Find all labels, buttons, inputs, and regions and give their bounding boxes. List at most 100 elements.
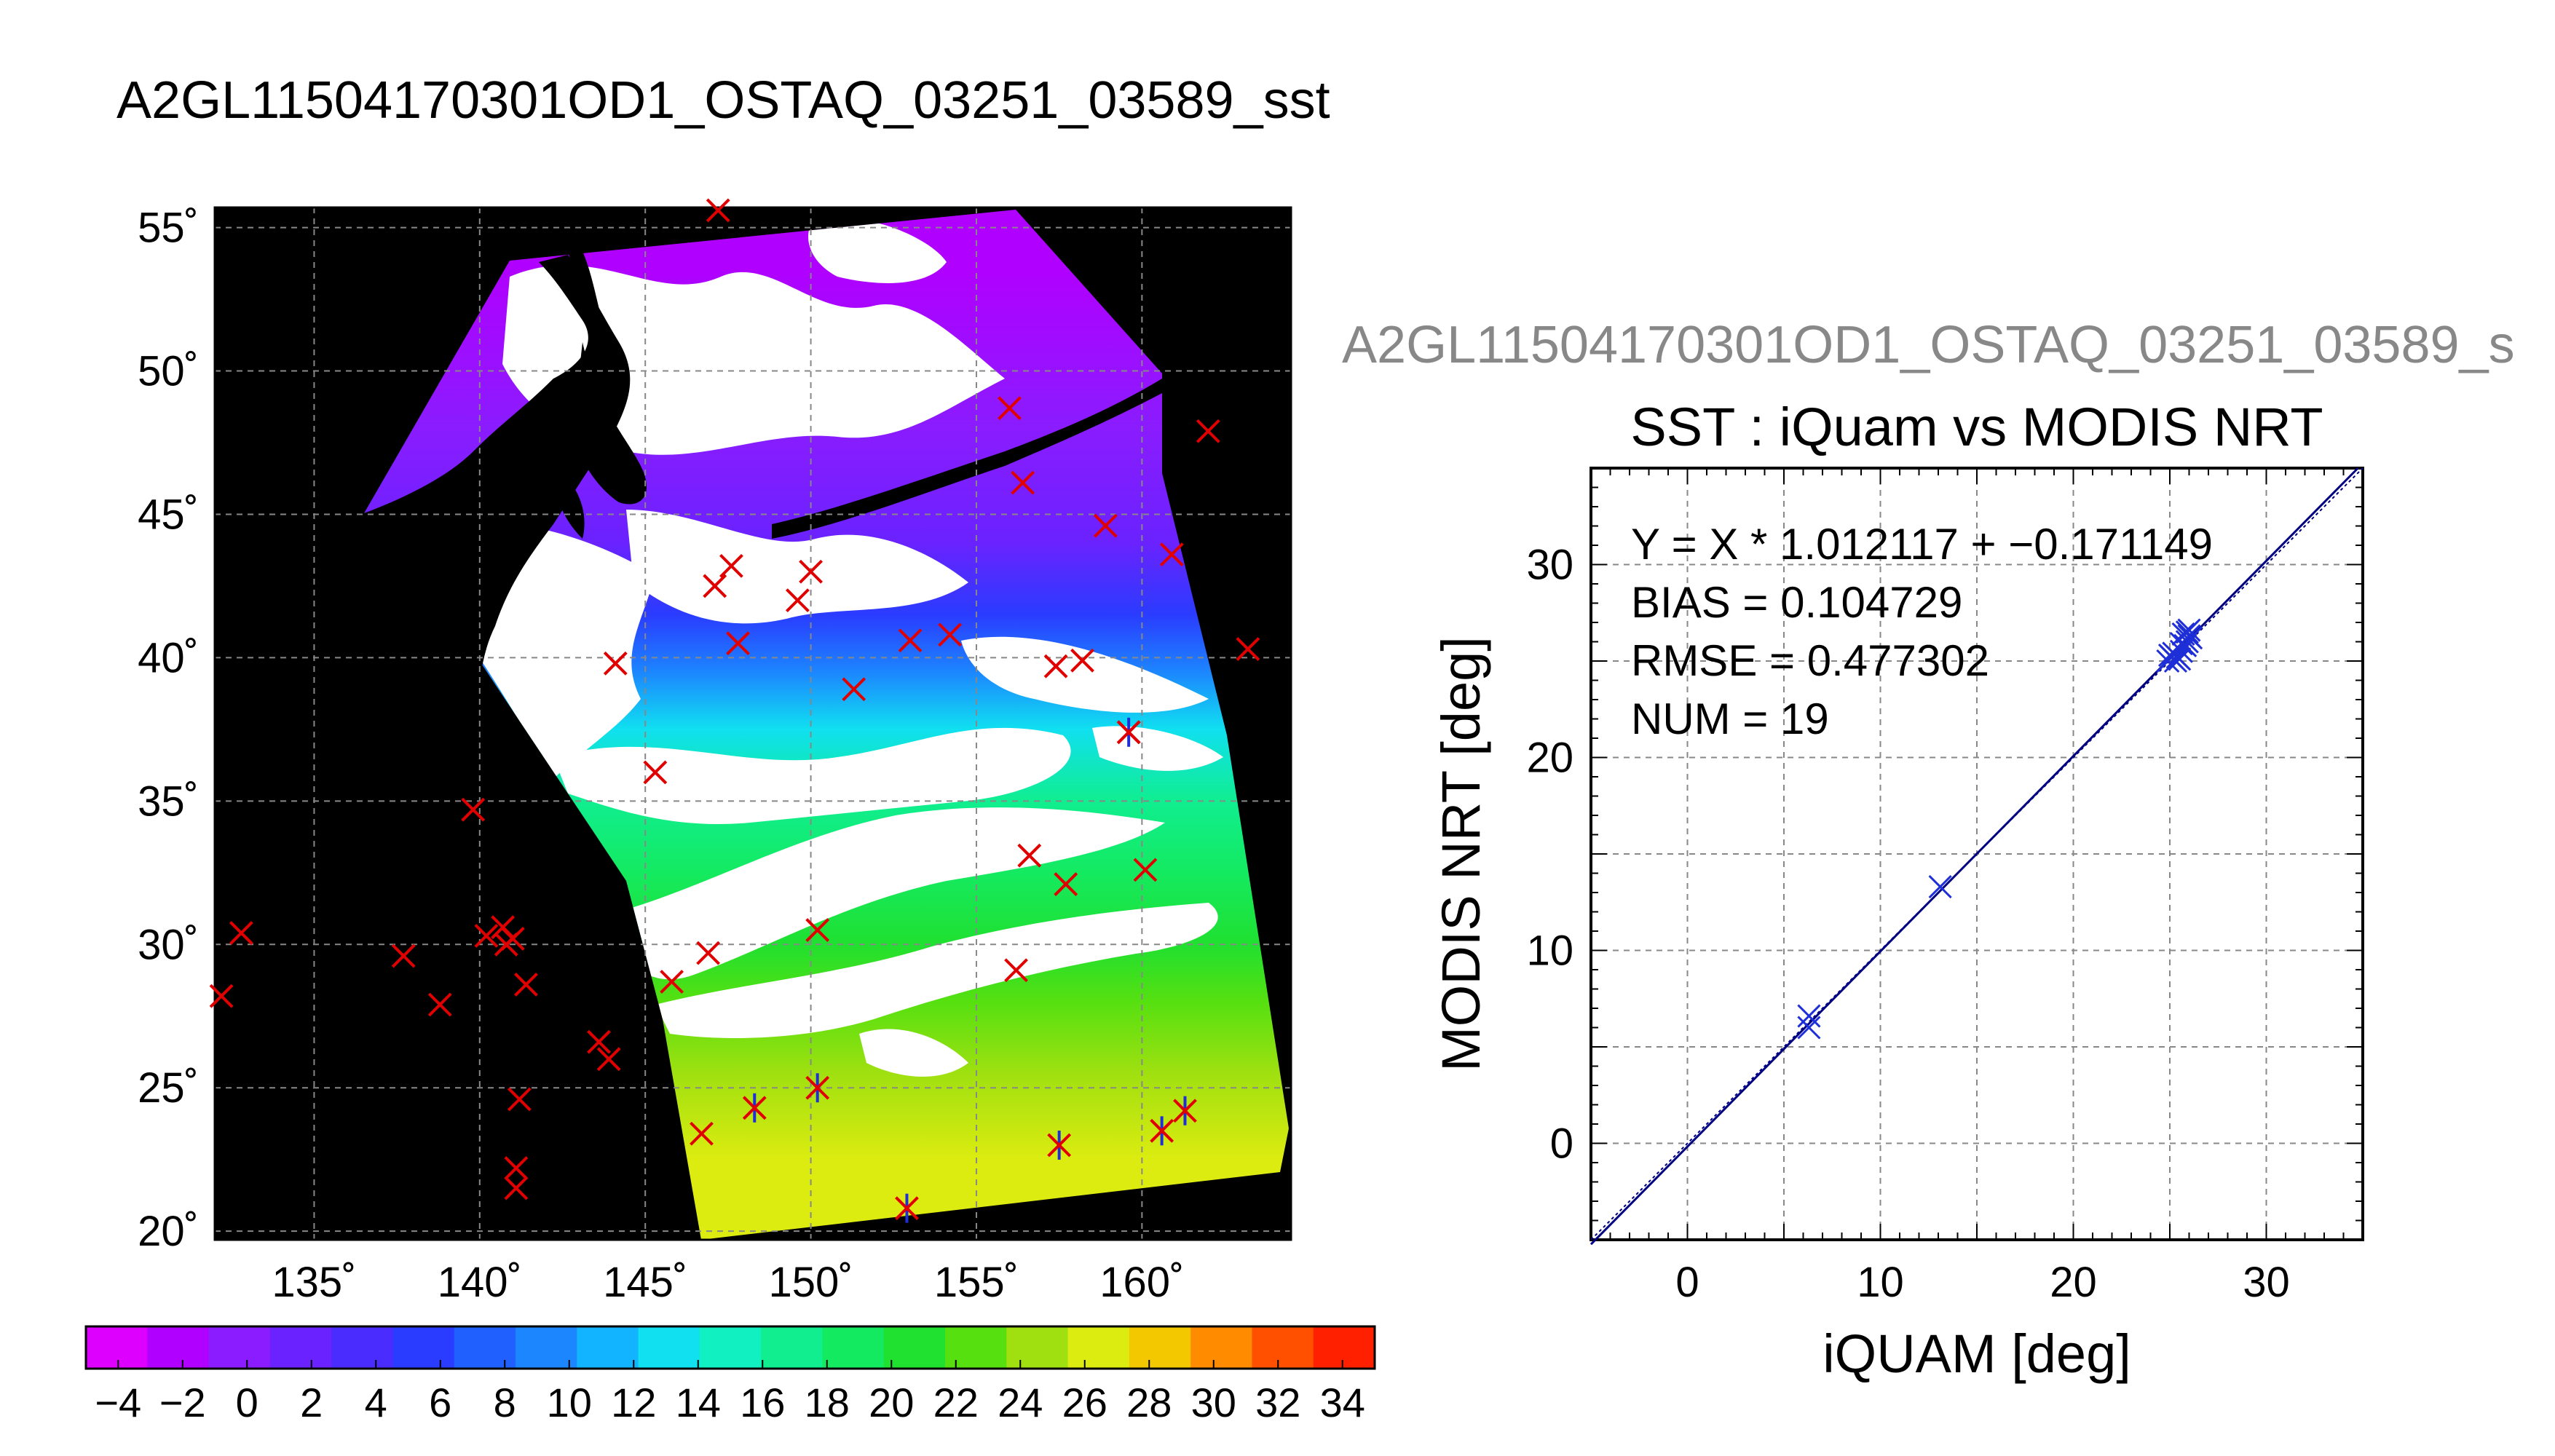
insitu-marker [938, 622, 963, 647]
scatter-grid [1591, 468, 2363, 1240]
scatter-point [1797, 1016, 1821, 1040]
colorbar-segment [454, 1326, 516, 1369]
insitu-markers [209, 198, 1260, 1200]
insitu-marker [643, 760, 668, 785]
x-tick-label: 20 [2050, 1259, 2097, 1306]
scatter-stats: Y = X * 1.012117 + −0.171149 BIAS = 0.104… [1631, 520, 2213, 743]
colorbar-segment [269, 1326, 332, 1369]
insitu-marker [504, 1176, 529, 1200]
colorbar-segment [516, 1326, 577, 1369]
insitu-marker [1196, 419, 1220, 443]
colorbar-segment [147, 1326, 210, 1369]
colorbar-segment [86, 1326, 148, 1369]
colorbar-segment [699, 1326, 762, 1369]
colorbar-segment [945, 1326, 1007, 1369]
scatter-point [2171, 622, 2195, 646]
y-tick-label: 20 [1526, 735, 1573, 782]
lat-tick-label: 55˚ [138, 205, 199, 252]
matched-marker [1173, 1096, 1197, 1125]
lat-tick-label: 25˚ [138, 1064, 199, 1112]
colorbar-segment [822, 1326, 885, 1369]
x-tick-label: 10 [1857, 1259, 1904, 1306]
fit-line [1590, 467, 2359, 1246]
insitu-marker [1043, 654, 1068, 678]
insitu-marker [587, 1029, 611, 1054]
stats-line: Y = X * 1.012117 + −0.171149 [1631, 520, 2213, 569]
insitu-marker [898, 628, 923, 653]
colorbar-label: 28 [1126, 1380, 1172, 1425]
insitu-marker [719, 553, 743, 578]
colorbar-segment [1252, 1326, 1314, 1369]
insitu-marker [596, 1047, 621, 1072]
insitu-marker [427, 992, 452, 1017]
colorbar-segment [761, 1326, 823, 1369]
lon-tick-label: 140˚ [438, 1259, 522, 1306]
insitu-marker [805, 918, 830, 943]
scatter-figure-title: A2GL11504170301OD1_OSTAQ_03251_03589_s [1342, 316, 2515, 374]
lat-tick-label: 20˚ [138, 1208, 199, 1255]
insitu-marker [229, 921, 253, 945]
colorbar-segment [1190, 1326, 1252, 1369]
colorbar-label: −2 [159, 1380, 206, 1425]
lat-tick-label: 50˚ [138, 348, 199, 395]
stats-line: RMSE = 0.477302 [1631, 636, 1989, 685]
insitu-marker [1011, 470, 1035, 495]
colorbar-label: 24 [998, 1380, 1043, 1425]
colorbar-label: 18 [805, 1380, 850, 1425]
insitu-marker [474, 924, 499, 948]
lat-tick-label: 30˚ [138, 921, 199, 968]
insitu-marker [706, 198, 730, 223]
insitu-marker [660, 970, 684, 994]
figure-title: A2GL11504170301OD1_OSTAQ_03251_03589_sst [117, 71, 1330, 130]
insitu-marker [1093, 513, 1118, 538]
matched-marker [1047, 1131, 1072, 1160]
scatter-points [1797, 618, 2203, 1040]
map-grid [215, 207, 1291, 1240]
insitu-marker [504, 1156, 529, 1180]
colorbar-segment [577, 1326, 639, 1369]
matched-marker [805, 1073, 830, 1103]
insitu-marker [703, 574, 727, 598]
insitu-marker [726, 631, 750, 656]
colorbar-label: 30 [1191, 1380, 1236, 1425]
colorbar-label: 26 [1062, 1380, 1107, 1425]
colorbar-label: 16 [740, 1380, 785, 1425]
colorbar-label: 10 [547, 1380, 592, 1425]
lat-tick-label: 35˚ [138, 778, 199, 825]
colorbar-segment [1313, 1326, 1375, 1369]
colorbar-label: 12 [611, 1380, 656, 1425]
colorbar-label: 22 [933, 1380, 979, 1425]
matched-markers [742, 717, 1197, 1223]
y-axis-label: MODIS NRT [deg] [1431, 636, 1491, 1072]
insitu-marker [1133, 858, 1158, 882]
insitu-marker [603, 651, 628, 676]
scatter-ticks: 0 10 20 30 0 10 20 30 [1526, 467, 2364, 1306]
insitu-marker [1236, 637, 1260, 662]
insitu-marker [690, 1121, 714, 1146]
colorbar-segment [1129, 1326, 1191, 1369]
lat-tick-label: 40˚ [138, 634, 199, 681]
insitu-marker [1054, 872, 1078, 896]
sst-colorbar: −4 −2 0 2 4 6 8 10 12 14 16 18 20 22 24 26 28 30 32 34 [84, 1325, 1376, 1425]
insitu-marker [998, 396, 1022, 421]
insitu-marker [696, 941, 721, 965]
scatter-lines [1590, 467, 2364, 1246]
lat-tick-label: 45˚ [138, 491, 199, 538]
colorbar-label: 20 [869, 1380, 914, 1425]
insitu-marker [391, 943, 416, 968]
insitu-marker [209, 984, 234, 1008]
scatter-point [2165, 645, 2189, 669]
x-axis-label: iQUAM [deg] [1823, 1324, 2131, 1384]
colorbar-label: 14 [676, 1380, 721, 1425]
x-tick-label: 30 [2243, 1259, 2290, 1306]
matched-marker [1116, 717, 1141, 747]
stats-line: NUM = 19 [1631, 695, 1829, 743]
scatter-point [1797, 1004, 1821, 1028]
matched-marker [895, 1193, 919, 1223]
colorbar-label: 8 [494, 1380, 516, 1425]
colorbar-segment [1006, 1326, 1069, 1369]
colorbar-segment [392, 1326, 455, 1369]
colorbar-label: 4 [365, 1380, 387, 1425]
insitu-marker [799, 559, 823, 584]
